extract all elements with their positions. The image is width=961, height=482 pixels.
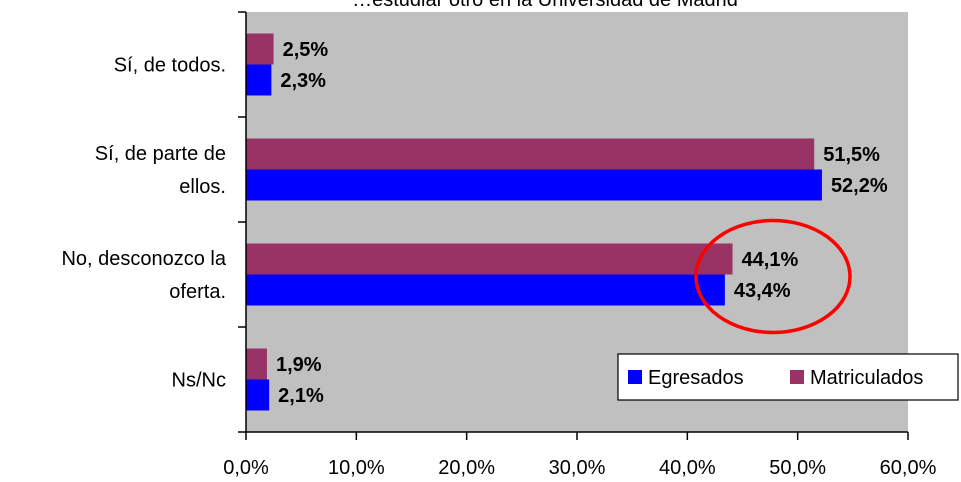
data-label-matriculados: 2,5%	[283, 39, 329, 61]
x-tick-label: 20,0%	[438, 457, 495, 479]
category-label: No, desconozco la	[61, 248, 226, 270]
bar-egresados	[246, 274, 725, 306]
data-label-egresados: 2,1%	[278, 385, 324, 407]
category-label: Ns/Nc	[172, 370, 226, 392]
legend-label: Matriculados	[810, 367, 923, 389]
legend-swatch	[790, 370, 804, 384]
category-label: Sí, de todos.	[114, 55, 226, 77]
bar-matriculados	[246, 138, 815, 170]
bar-matriculados	[246, 243, 733, 275]
highlight-ellipse	[694, 218, 852, 335]
legend-label: Egresados	[648, 367, 744, 389]
legend-box	[617, 353, 959, 401]
chart-title: …estudiar otro en la Universidad de Madr…	[352, 0, 738, 11]
bar-matriculados	[246, 33, 274, 65]
x-tick-label: 0,0%	[223, 457, 269, 479]
category-label: oferta.	[169, 281, 226, 303]
bar-egresados	[246, 64, 272, 96]
data-label-egresados: 2,3%	[280, 70, 326, 92]
x-tick-label: 30,0%	[549, 457, 606, 479]
data-label-matriculados: 44,1%	[742, 249, 799, 271]
bar-egresados	[246, 169, 822, 201]
data-label-egresados: 52,2%	[831, 175, 888, 197]
category-label: Sí, de parte de	[95, 143, 226, 165]
bar-egresados	[246, 379, 270, 411]
x-tick-label: 40,0%	[659, 457, 716, 479]
x-tick-label: 50,0%	[769, 457, 826, 479]
data-label-egresados: 43,4%	[734, 280, 791, 302]
data-label-matriculados: 1,9%	[276, 354, 322, 376]
x-tick-label: 60,0%	[880, 457, 937, 479]
category-label: ellos.	[179, 176, 226, 198]
bar-matriculados	[246, 348, 267, 380]
data-label-matriculados: 51,5%	[823, 144, 880, 166]
legend-swatch	[628, 370, 642, 384]
x-tick-label: 10,0%	[328, 457, 385, 479]
